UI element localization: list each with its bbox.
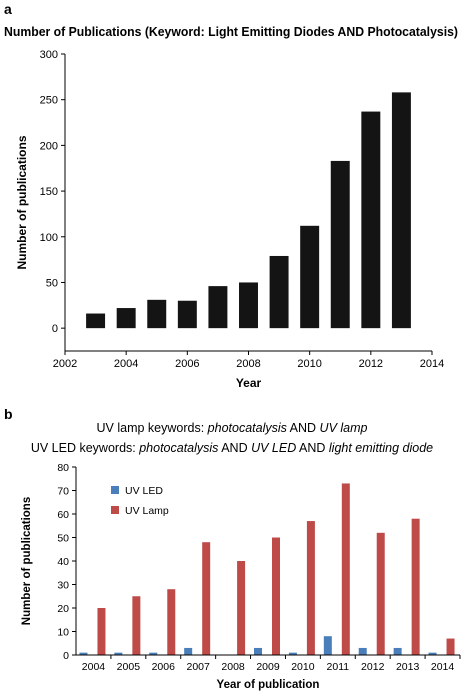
- uv-lamp-bar-2013: [411, 518, 420, 655]
- panel-b-xtick-label: 2013: [396, 661, 420, 673]
- panel-b-xtick-label: 2008: [221, 661, 245, 673]
- legend-swatch-uv-led: [111, 486, 119, 494]
- panel-a-xtick-label: 2004: [114, 358, 138, 370]
- panel-b-letter: b: [4, 406, 13, 422]
- panel-a-xtick-label: 2006: [175, 358, 199, 370]
- bar-2006: [177, 300, 197, 329]
- panel-b-ytick-label: 30: [57, 580, 69, 592]
- panel-a-ytick-label: 0: [52, 323, 58, 335]
- legend-label-uv-led: UV LED: [125, 485, 163, 497]
- panel-b-xtick-label: 2009: [256, 661, 280, 673]
- bar-2007: [208, 286, 228, 329]
- panel-b-xtick-label: 2014: [431, 661, 455, 673]
- panel-b-ytick-label: 80: [57, 462, 69, 474]
- panel-b-xtick-label: 2004: [82, 661, 106, 673]
- bar-2003: [86, 313, 106, 329]
- uv-lamp-bar-2007: [202, 542, 211, 655]
- uv-led-bar-2010: [288, 652, 297, 655]
- panel-a-ytick-label: 100: [40, 232, 58, 244]
- uv-led-bar-2005: [114, 652, 123, 655]
- panel-a-xlabel: Year: [236, 376, 262, 390]
- panel-b-ytick-label: 10: [57, 627, 69, 639]
- panel-a-xtick-label: 2008: [236, 358, 260, 370]
- uv-led-bar-2006: [149, 652, 158, 655]
- uv-lamp-bar-2005: [132, 596, 141, 655]
- panel-b-xtick-label: 2006: [152, 661, 176, 673]
- uv-lamp-bar-2014: [446, 638, 455, 655]
- uv-lamp-bar-2008: [237, 561, 246, 655]
- panel-a-ytick-label: 300: [40, 49, 58, 61]
- panel-b-ytick-label: 20: [57, 603, 69, 615]
- legend-label-uv-lamp: UV Lamp: [125, 505, 169, 517]
- panel-a-xtick-label: 2002: [53, 358, 77, 370]
- bar-2005: [147, 299, 167, 329]
- uv-lamp-bar-2011: [341, 483, 350, 655]
- uv-led-bar-2012: [358, 647, 367, 655]
- panel-a-title: Number of Publications (Keyword: Light E…: [4, 25, 458, 39]
- panel-b-xtick-label: 2007: [187, 661, 211, 673]
- panel-a-letter: a: [4, 1, 12, 17]
- panel-a-xtick-label: 2012: [359, 358, 383, 370]
- panel-b-ylabel: Number of publications: [21, 497, 33, 625]
- uv-led-bar-2013: [393, 647, 402, 655]
- uv-led-bar-2014: [428, 652, 437, 655]
- panel-b-ytick-label: 70: [57, 486, 69, 498]
- bar-2013: [391, 92, 411, 329]
- uv-led-bar-2011: [323, 636, 332, 655]
- uv-lamp-bar-2012: [376, 532, 385, 655]
- panel-a-xtick-label: 2014: [420, 358, 444, 370]
- panel-b-ytick-label: 50: [57, 533, 69, 545]
- panel-b-xtick-label: 2012: [361, 661, 385, 673]
- bar-2012: [361, 111, 381, 329]
- uv-lamp-bar-2006: [167, 589, 176, 655]
- bar-2010: [300, 225, 320, 329]
- uv-led-bar-2009: [254, 647, 262, 655]
- panel-a-xtick-label: 2010: [297, 358, 321, 370]
- panel-a-ytick-label: 200: [40, 140, 58, 152]
- panel-a-ytick-label: 250: [40, 95, 58, 107]
- bar-2011: [330, 160, 350, 329]
- bar-2009: [269, 255, 289, 329]
- legend-swatch-uv-lamp: [111, 506, 119, 514]
- panel-b-ytick-label: 60: [57, 509, 69, 521]
- panel-b-caption-line: UV lamp keywords: photocatalysis AND UV …: [97, 421, 368, 435]
- uv-lamp-bar-2004: [97, 608, 106, 655]
- panel-a-ytick-label: 50: [46, 277, 58, 289]
- panel-b-xtick-label: 2005: [117, 661, 141, 673]
- bar-2008: [239, 282, 258, 329]
- panel-b-ytick-label: 0: [63, 650, 69, 662]
- uv-lamp-bar-2009: [272, 537, 280, 655]
- panel-a-ylabel: Number of publications: [15, 135, 29, 269]
- uv-led-bar-2007: [184, 647, 193, 655]
- panel-b-xtick-label: 2011: [327, 661, 350, 673]
- panel-a-ytick-label: 150: [40, 186, 58, 198]
- uv-lamp-bar-2010: [306, 521, 315, 655]
- panel-b-xlabel: Year of publication: [217, 679, 320, 691]
- bar-2004: [116, 308, 136, 329]
- uv-led-bar-2004: [79, 652, 88, 655]
- panel-b-ytick-label: 40: [57, 556, 69, 568]
- panel-b-caption-line: UV LED keywords: photocatalysis AND UV L…: [31, 441, 433, 455]
- panel-b-xtick-label: 2010: [291, 661, 315, 673]
